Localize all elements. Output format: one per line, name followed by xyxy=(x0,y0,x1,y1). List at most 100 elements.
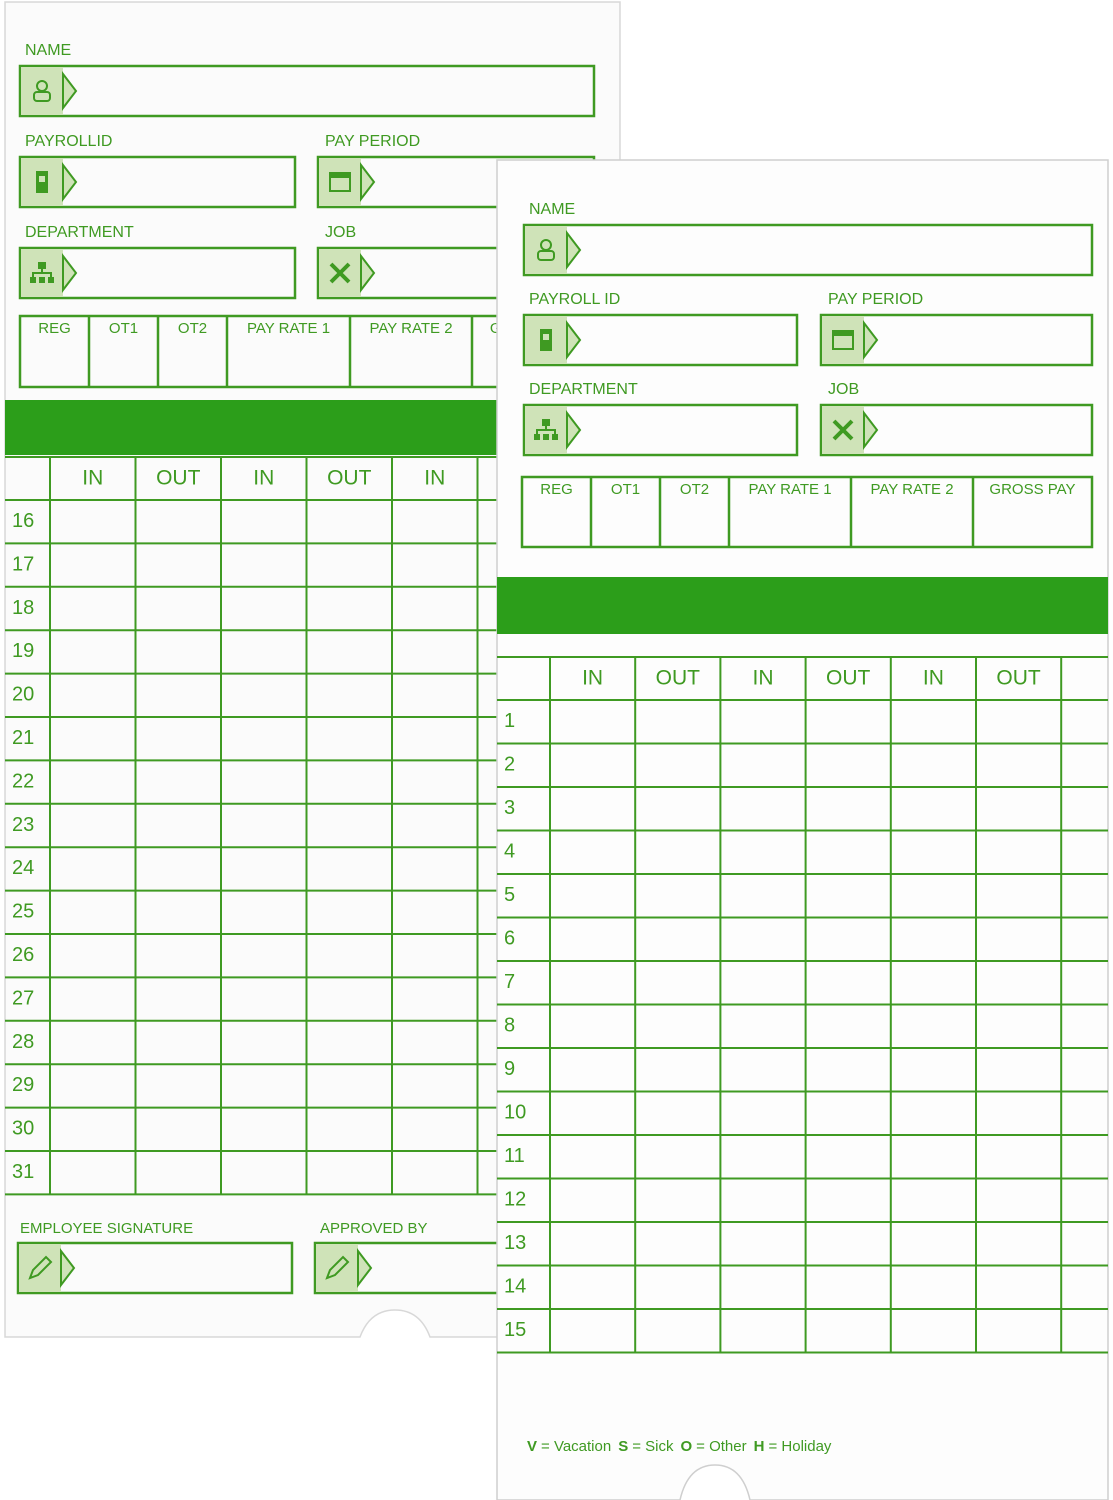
back-card: NAME PAYROLLID PAY PERIOD DEPARTMENT JOB REG O… xyxy=(4,1,621,1338)
glyph xyxy=(39,277,45,283)
icon-arrow xyxy=(360,253,376,293)
signature-label: EMPLOYEE SIGNATURE xyxy=(20,1220,193,1237)
field-label: JOB xyxy=(325,224,356,241)
pay-column-label: PAY RATE 2 xyxy=(870,481,953,498)
day-number: 30 xyxy=(12,1118,34,1140)
icon-arrow xyxy=(566,320,582,360)
pay-column-label: REG xyxy=(38,320,71,337)
legend-code: O xyxy=(681,1438,693,1455)
glyph xyxy=(33,91,51,102)
time-column-label: IN xyxy=(253,467,274,490)
icon-arrow xyxy=(60,1248,76,1288)
pay-column-label: GROSS PAY xyxy=(989,481,1075,498)
field-box xyxy=(18,64,596,118)
legend: V = Vacation S = Sick O = Other H = Holiday xyxy=(527,1438,832,1455)
pay-column-label: OT1 xyxy=(611,481,640,498)
icon-arrow xyxy=(863,410,879,450)
glyph xyxy=(833,331,853,336)
pay-table xyxy=(520,475,1094,549)
day-number: 29 xyxy=(12,1074,34,1096)
day-number: 14 xyxy=(504,1276,526,1298)
icon-arrow xyxy=(566,410,582,450)
icon-arrow xyxy=(566,230,582,270)
pay-column-label: OT2 xyxy=(680,481,709,498)
field-icon xyxy=(319,158,361,206)
day-number: 26 xyxy=(12,944,34,966)
glyph xyxy=(330,173,350,178)
glyph xyxy=(832,419,854,441)
field-box xyxy=(522,313,799,367)
legend-code: V xyxy=(527,1438,537,1455)
field-box xyxy=(522,403,799,457)
day-number: 10 xyxy=(504,1102,526,1124)
pay-column-label: PAY RATE 1 xyxy=(247,320,330,337)
day-number: 25 xyxy=(12,901,34,923)
field-box xyxy=(16,1241,294,1295)
time-column-label: OUT xyxy=(996,667,1041,690)
day-number: 28 xyxy=(12,1031,34,1053)
legend-meaning: = Sick xyxy=(632,1438,674,1455)
field-label: DEPARTMENT xyxy=(25,224,134,241)
glyph xyxy=(536,426,556,434)
legend-code: S xyxy=(618,1438,628,1455)
field-label: PAYROLLID xyxy=(25,133,112,150)
legend-meaning: = Other xyxy=(696,1438,746,1455)
time-column-label: IN xyxy=(753,667,774,690)
icon-arrow xyxy=(360,162,376,202)
day-number: 19 xyxy=(12,640,34,662)
legend-meaning: = Vacation xyxy=(541,1438,611,1455)
day-number: 1 xyxy=(504,710,515,732)
legend-code: H xyxy=(754,1438,765,1455)
field-box xyxy=(819,313,1094,367)
day-number: 9 xyxy=(504,1058,515,1080)
day-number: 21 xyxy=(12,727,34,749)
field-label: PAYROLL ID xyxy=(529,291,620,308)
field-icon xyxy=(316,1244,358,1292)
field-icon xyxy=(822,316,864,364)
day-number: 24 xyxy=(12,857,34,879)
day-number: 12 xyxy=(504,1189,526,1211)
day-number: 18 xyxy=(12,597,34,619)
field-label: PAY PERIOD xyxy=(325,133,420,150)
icon-arrow xyxy=(863,320,879,360)
glyph xyxy=(32,269,52,277)
time-column-label: IN xyxy=(923,667,944,690)
time-column-label: IN xyxy=(424,467,445,490)
glyph xyxy=(543,434,549,440)
green-band xyxy=(497,577,1108,634)
time-column-label: IN xyxy=(582,667,603,690)
pay-column-label: REG xyxy=(540,481,573,498)
signature-label: APPROVED BY xyxy=(320,1220,428,1237)
field-box xyxy=(522,223,1094,277)
day-number: 31 xyxy=(12,1161,34,1183)
icon-arrow xyxy=(62,162,78,202)
glyph xyxy=(28,1255,53,1280)
front-card: NAME PAYROLL ID PAY PERIOD DEPARTMENT JOB REG… xyxy=(496,159,1109,1500)
time-column-label: OUT xyxy=(327,467,372,490)
glyph xyxy=(542,419,550,426)
icon-arrow xyxy=(357,1248,373,1288)
pay-column-label: OT1 xyxy=(109,320,138,337)
glyph xyxy=(552,434,558,440)
field-box xyxy=(819,403,1094,457)
time-column-label: OUT xyxy=(656,667,701,690)
time-column-label: OUT xyxy=(156,467,201,490)
day-number: 11 xyxy=(504,1145,525,1167)
day-number: 27 xyxy=(12,987,34,1009)
day-number: 4 xyxy=(504,841,515,863)
day-number: 22 xyxy=(12,770,34,792)
day-number: 16 xyxy=(12,510,34,532)
field-label: PAY PERIOD xyxy=(828,291,923,308)
day-number: 5 xyxy=(504,884,515,906)
day-number: 6 xyxy=(504,928,515,950)
field-box xyxy=(18,155,297,209)
day-number: 15 xyxy=(504,1319,526,1341)
day-number: 20 xyxy=(12,684,34,706)
pay-column-label: PAY RATE 1 xyxy=(748,481,831,498)
field-label: DEPARTMENT xyxy=(529,381,638,398)
glyph xyxy=(38,262,46,269)
glyph xyxy=(534,434,540,440)
glyph xyxy=(329,262,351,284)
field-label: NAME xyxy=(25,42,71,59)
